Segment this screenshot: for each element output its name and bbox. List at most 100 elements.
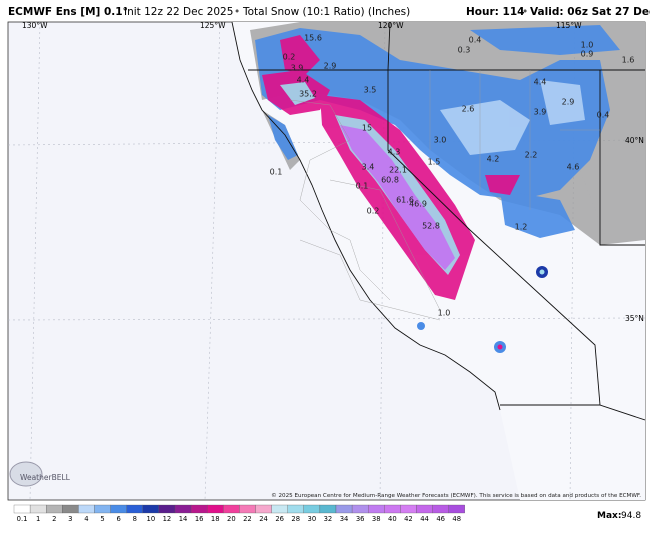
colorbar-label: 22	[243, 515, 252, 523]
point-value: 4.3	[388, 148, 401, 157]
colorbar-label: 34	[340, 515, 349, 523]
snow-light-blue	[440, 80, 585, 155]
colorbar-label: 48	[452, 515, 461, 523]
latitude-label: 35°N	[625, 314, 644, 323]
colorbar-label: 3	[68, 515, 72, 523]
point-value: 0.1	[356, 182, 369, 191]
colorbar-swatch	[78, 504, 95, 514]
colorbar-swatch	[29, 504, 47, 514]
colorbar-swatch	[335, 504, 353, 514]
point-value: 3.0	[434, 136, 447, 145]
colorbar-swatch	[94, 504, 111, 514]
point-value: 1.5	[428, 158, 441, 167]
colorbar-label: 28	[291, 515, 300, 523]
colorbar-swatch	[142, 504, 160, 514]
colorbar-swatch	[62, 504, 79, 514]
point-value: 1.0	[581, 41, 594, 50]
colorbar-label: 38	[372, 515, 381, 523]
point-value: 3.4	[362, 163, 375, 172]
point-value: 2.9	[324, 62, 337, 71]
colorbar-label: 46	[436, 515, 445, 523]
colorbar-swatch	[384, 504, 401, 514]
model-name: ECMWF Ens [M] 0.1°	[8, 6, 128, 18]
point-labels: 15.6 2.9 0.2 3.9 4.4 35.2 3.5 15 4.3 3.4 22.160.8 0…	[270, 34, 635, 318]
colorbar-swatch	[223, 504, 240, 514]
colorbar-swatch	[255, 504, 272, 514]
point-value: 52.8	[422, 222, 440, 231]
point-value: 2.2	[525, 151, 538, 160]
max-value: 94.8	[621, 511, 641, 521]
colorbar-label: 26	[275, 515, 284, 523]
county-lines	[289, 70, 600, 321]
colorbar-swatch	[368, 504, 385, 514]
colorbar-label: 5	[100, 515, 104, 523]
colorbar-swatch	[158, 504, 176, 514]
snow-moderate	[255, 25, 620, 238]
colorbar-swatch	[13, 504, 31, 514]
point-value: 0.2	[367, 207, 380, 216]
point-value: 4.4	[297, 76, 310, 85]
point-value: 0.1	[270, 168, 283, 177]
colorbar-swatch	[448, 504, 465, 514]
colorbar-swatch	[207, 504, 224, 514]
colorbar-swatch	[239, 504, 256, 514]
init-time: Init 12z 22 Dec 2025	[124, 6, 233, 18]
longitude-label: 130°W	[22, 21, 48, 30]
product-name: Total Snow (10:1 Ratio) (Inches)	[242, 6, 410, 18]
longitude-label: 125°W	[200, 21, 226, 30]
point-value: 46.9	[409, 200, 427, 209]
max-label: Max:	[597, 511, 621, 521]
point-value: 60.8	[381, 176, 399, 185]
colorbar-label: 40	[388, 515, 397, 523]
latitude-label: 40°N	[625, 136, 644, 145]
colorbar-label: 16	[195, 515, 204, 523]
point-value: 3.9	[291, 64, 304, 73]
valid-time: Valid: 06z Sat 27 Dec 2025	[530, 6, 650, 18]
point-value: 1.0	[438, 309, 451, 318]
longitude-label: 120°W	[378, 21, 404, 30]
point-value: 22.1	[389, 166, 407, 175]
colorbar-label: 18	[211, 515, 220, 523]
colorbar-swatch	[46, 504, 63, 514]
colorbar-label: 36	[356, 515, 365, 523]
point-value: 2.6	[462, 105, 475, 114]
colorbar-label: 44	[420, 515, 429, 523]
longitude-label: 115°W	[556, 21, 582, 30]
colorbar-label: 32	[324, 515, 333, 523]
point-value: 1.6	[622, 56, 635, 65]
colorbar-label: 12	[163, 515, 172, 523]
colorbar-swatch	[110, 504, 127, 514]
copyright: © 2025 European Centre for Medium-Range …	[271, 492, 641, 499]
point-value: 2.9	[562, 98, 575, 107]
forecast-hour: Hour: 114	[466, 6, 524, 18]
colorbar-swatch	[416, 504, 433, 514]
point-value: 15	[362, 124, 372, 133]
colorbar-swatch	[303, 504, 321, 514]
colorbar-label: 42	[404, 515, 413, 523]
colorbar-label: 8	[133, 515, 137, 523]
colorbar-label: 24	[259, 515, 268, 523]
colorbar: 0.1 1 2 3 4 5 6 8 10 12 14 16 18 20 22 24 26 28 30 32 34 36 38…	[13, 504, 465, 523]
snow-cell	[417, 322, 425, 330]
point-value: 0.4	[469, 36, 482, 45]
separator: •	[522, 6, 528, 18]
colorbar-label: 0.1	[17, 515, 28, 523]
map-frame	[7, 21, 646, 501]
point-value: 4.6	[567, 163, 580, 172]
point-value: 3.9	[534, 108, 547, 117]
colorbar-label: 6	[116, 515, 120, 523]
colorbar-swatch	[190, 504, 208, 514]
colorbar-label: 30	[308, 515, 317, 523]
colorbar-swatch	[174, 504, 192, 514]
boundaries	[231, 22, 645, 421]
colorbar-swatch	[432, 504, 449, 514]
colorbar-label: 4	[84, 515, 88, 523]
point-value: 4.2	[487, 155, 500, 164]
point-value: 0.2	[283, 53, 296, 62]
point-value: 35.2	[299, 90, 317, 99]
point-value: 61.6	[396, 196, 414, 205]
colorbar-swatch	[400, 504, 417, 514]
colorbar-label: 20	[227, 515, 236, 523]
colorbar-label: 2	[52, 515, 56, 523]
snow-cell	[539, 269, 545, 275]
